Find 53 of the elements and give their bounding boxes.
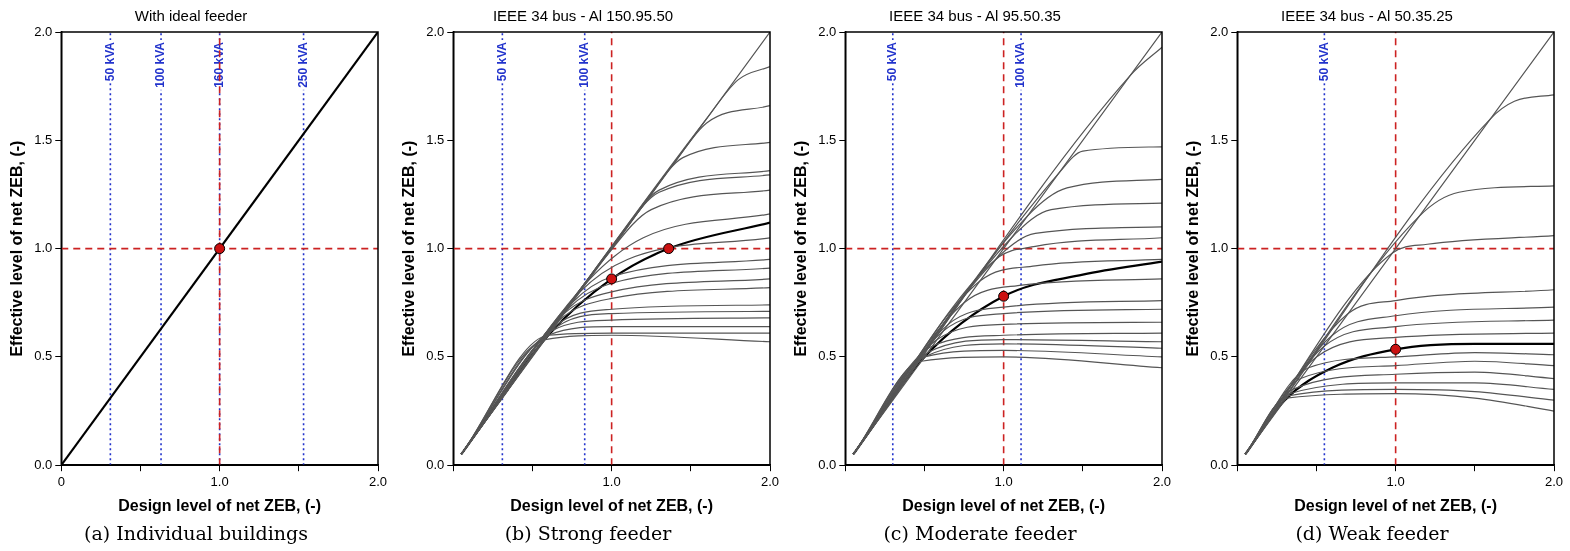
y-axis-title: Effective level of net ZEB, (-) [8, 140, 26, 357]
x-tick-label: 2.0 [1544, 473, 1564, 489]
text: (a) Individual buildings [84, 522, 308, 544]
y-tick-label: 1.5 [34, 131, 53, 147]
x-tick-label: 0 [57, 473, 65, 489]
y-tick-label: 0.5 [818, 348, 837, 364]
x-axis-title: Design level of net ZEB, (-) [1294, 496, 1497, 514]
ref-line-label: 100 kVA [577, 41, 592, 88]
ref-line-label: 100 kVA [153, 41, 168, 88]
y-tick-label: 1.0 [818, 240, 837, 256]
chart-title: IEEE 34 bus - Al 95.50.35 [889, 7, 1061, 25]
x-tick-label: 2.0 [368, 473, 388, 489]
chart-title: IEEE 34 bus - Al 50.35.25 [1281, 7, 1453, 25]
text: (b) Strong feeder [504, 522, 672, 544]
y-tick-label: 0.0 [818, 456, 837, 472]
y-tick-label: 1.5 [818, 131, 837, 147]
chart-title: IEEE 34 bus - Al 150.95.50 [492, 7, 674, 25]
y-tick-label: 0.5 [426, 348, 445, 364]
y-tick-label: 1.5 [1210, 131, 1229, 147]
y-tick-label: 1.5 [426, 131, 445, 147]
ref-line-label: 250 kVA [295, 41, 310, 88]
x-tick-label: 2.0 [1152, 473, 1172, 489]
y-tick-label: 2.0 [1210, 23, 1229, 39]
y-tick-label: 0.0 [426, 456, 445, 472]
text: (c) Moderate feeder [883, 522, 1077, 544]
text: (d) Weak feeder [1295, 522, 1449, 544]
y-tick-label: 2.0 [426, 23, 445, 39]
y-tick-label: 0.5 [1210, 348, 1229, 364]
x-tick-label: 1.0 [602, 473, 621, 489]
y-axis-title: Effective level of net ZEB, (-) [792, 140, 810, 357]
y-tick-label: 1.0 [34, 240, 53, 256]
x-tick-label: 2.0 [760, 473, 780, 489]
y-axis-title: Effective level of net ZEB, (-) [400, 140, 418, 357]
ref-line-label: 50 kVA [102, 41, 117, 82]
x-tick-label: 1.0 [1386, 473, 1405, 489]
y-tick-label: 1.0 [426, 240, 445, 256]
y-tick-label: 0.0 [1210, 456, 1229, 472]
x-tick-label: 1.0 [210, 473, 229, 489]
y-tick-label: 0.5 [34, 348, 53, 364]
ref-line-label: 100 kVA [1013, 41, 1028, 88]
y-axis-title: Effective level of net ZEB, (-) [1184, 140, 1202, 357]
y-tick-label: 1.0 [1210, 240, 1229, 256]
x-axis-title: Design level of net ZEB, (-) [510, 496, 713, 514]
y-tick-label: 0.0 [34, 456, 53, 472]
x-axis-title: Design level of net ZEB, (-) [118, 496, 321, 514]
chart-title: With ideal feeder [134, 7, 248, 25]
ref-line-label: 50 kVA [885, 41, 900, 82]
ref-line-label: 50 kVA [1316, 41, 1331, 82]
x-axis-title: Design level of net ZEB, (-) [902, 496, 1105, 514]
y-tick-label: 2.0 [34, 23, 53, 39]
ref-line-label: 50 kVA [494, 41, 509, 82]
y-tick-label: 2.0 [818, 23, 837, 39]
x-tick-label: 1.0 [994, 473, 1013, 489]
